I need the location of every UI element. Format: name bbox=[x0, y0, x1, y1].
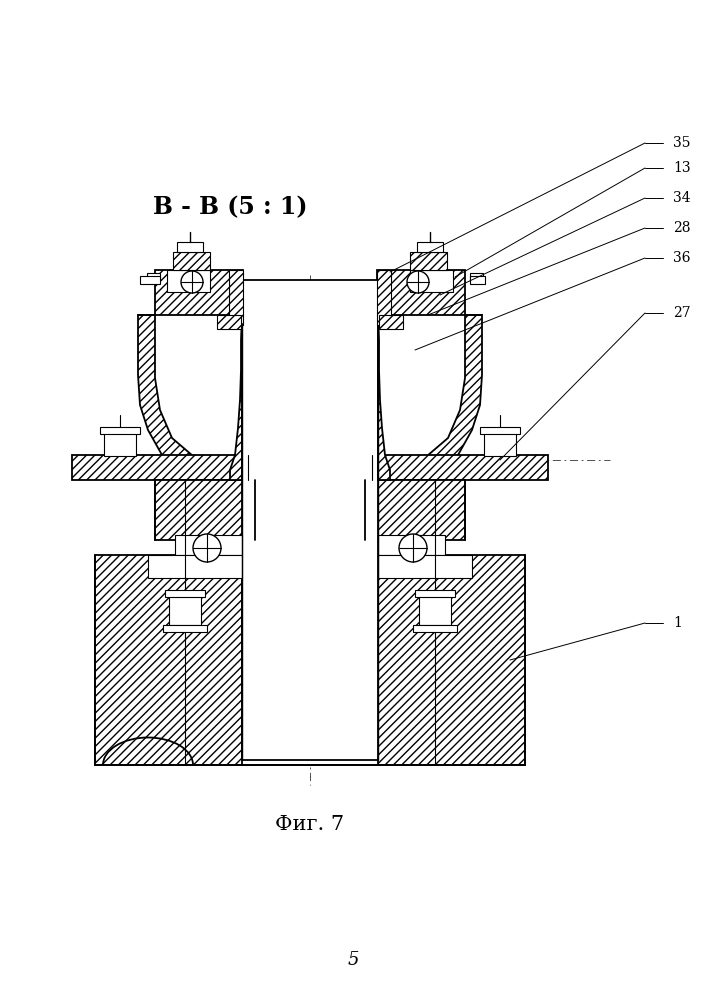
Polygon shape bbox=[138, 315, 250, 480]
Polygon shape bbox=[419, 595, 451, 625]
Polygon shape bbox=[417, 242, 443, 252]
Text: Фиг. 7: Фиг. 7 bbox=[276, 816, 344, 834]
Polygon shape bbox=[242, 280, 378, 760]
Polygon shape bbox=[413, 625, 457, 632]
Polygon shape bbox=[378, 535, 445, 555]
Polygon shape bbox=[100, 427, 140, 434]
Polygon shape bbox=[377, 270, 391, 325]
Text: 28: 28 bbox=[673, 221, 691, 235]
Polygon shape bbox=[379, 315, 403, 329]
Text: 13: 13 bbox=[673, 161, 691, 175]
Text: 27: 27 bbox=[673, 306, 691, 320]
Polygon shape bbox=[173, 252, 210, 270]
Polygon shape bbox=[377, 270, 465, 315]
Polygon shape bbox=[230, 315, 256, 480]
Text: 34: 34 bbox=[673, 191, 691, 205]
Polygon shape bbox=[169, 595, 201, 625]
Polygon shape bbox=[155, 480, 255, 540]
Text: 5: 5 bbox=[347, 951, 358, 969]
Polygon shape bbox=[72, 455, 250, 480]
Polygon shape bbox=[370, 315, 482, 480]
Polygon shape bbox=[470, 276, 485, 284]
Polygon shape bbox=[167, 270, 210, 292]
Polygon shape bbox=[365, 480, 465, 540]
Polygon shape bbox=[410, 252, 447, 270]
Polygon shape bbox=[147, 273, 160, 280]
Polygon shape bbox=[95, 555, 255, 765]
Polygon shape bbox=[242, 555, 378, 765]
Polygon shape bbox=[378, 555, 472, 578]
Polygon shape bbox=[165, 590, 205, 597]
Polygon shape bbox=[484, 432, 516, 456]
Polygon shape bbox=[480, 427, 520, 434]
Polygon shape bbox=[410, 270, 453, 292]
Circle shape bbox=[407, 271, 429, 293]
Polygon shape bbox=[470, 273, 483, 280]
Text: В - В (5 : 1): В - В (5 : 1) bbox=[153, 195, 308, 219]
Text: 1: 1 bbox=[673, 616, 682, 630]
Polygon shape bbox=[365, 555, 525, 765]
Polygon shape bbox=[148, 555, 242, 578]
Polygon shape bbox=[163, 625, 207, 632]
Circle shape bbox=[181, 271, 203, 293]
Text: 35: 35 bbox=[673, 136, 691, 150]
Polygon shape bbox=[140, 276, 160, 284]
Polygon shape bbox=[370, 455, 548, 480]
Circle shape bbox=[193, 534, 221, 562]
Polygon shape bbox=[177, 242, 203, 252]
Polygon shape bbox=[104, 432, 136, 456]
Polygon shape bbox=[229, 270, 243, 325]
Polygon shape bbox=[155, 270, 243, 315]
Polygon shape bbox=[364, 315, 390, 480]
Polygon shape bbox=[175, 535, 242, 555]
Text: 36: 36 bbox=[673, 251, 691, 265]
Polygon shape bbox=[415, 590, 455, 597]
Polygon shape bbox=[217, 315, 241, 329]
Circle shape bbox=[399, 534, 427, 562]
